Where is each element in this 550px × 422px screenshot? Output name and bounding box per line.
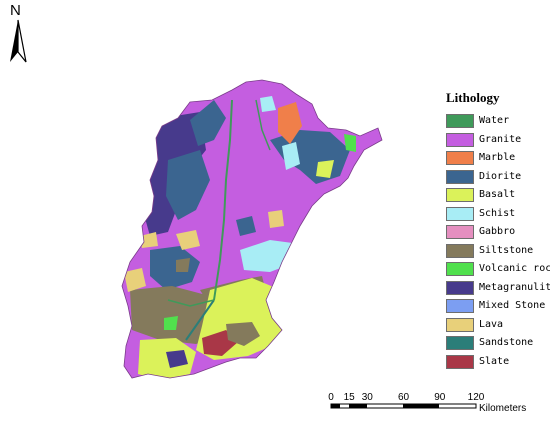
legend: Lithology Water Granite Marble Diorite Basal… xyxy=(446,90,550,373)
scale-tick: 30 xyxy=(361,392,373,403)
legend-swatch xyxy=(446,317,474,332)
legend-item: Gabbro xyxy=(446,225,550,244)
scale-tick: 0 xyxy=(328,392,334,403)
legend-label: Lava xyxy=(479,318,504,330)
legend-item: Basalt xyxy=(446,188,550,207)
legend-item: Granite xyxy=(446,132,550,152)
scale-bar xyxy=(330,403,477,409)
legend-swatch xyxy=(446,151,474,165)
legend-title: Lithology xyxy=(446,90,500,105)
legend-label: Slate xyxy=(479,355,510,367)
scale-labels: 0 15 30 60 90 120 Kilometers xyxy=(328,392,550,422)
legend-item: Volcanic rocks xyxy=(446,262,550,281)
lithology-patches xyxy=(122,80,382,378)
north-arrow-label: N xyxy=(10,2,21,19)
legend-swatch xyxy=(446,280,474,295)
scale-tick: 60 xyxy=(397,392,410,403)
legend-label: Metagranulite xyxy=(479,281,550,293)
legend-item: Sandstone xyxy=(446,336,550,355)
legend-label: Basalt xyxy=(479,189,516,200)
legend-item: Marble xyxy=(446,151,550,170)
legend-swatch xyxy=(446,299,474,313)
legend-item: Lava xyxy=(446,317,550,337)
legend-swatch xyxy=(446,132,474,147)
legend-item: Mixed Stone xyxy=(446,299,550,318)
north-arrow-icon xyxy=(10,19,27,63)
legend-swatch xyxy=(446,188,474,202)
legend-swatch xyxy=(446,354,474,369)
legend-label: Water xyxy=(479,115,510,126)
legend-swatch xyxy=(446,206,474,221)
legend-label: Mixed Stone xyxy=(479,300,546,311)
legend-item: Diorite xyxy=(446,169,550,189)
legend-label: Siltstone xyxy=(479,244,534,256)
legend-label: Schist xyxy=(479,207,516,219)
scale-tick: 15 xyxy=(343,392,355,403)
legend-label: Sandstone xyxy=(479,337,534,348)
scale-tick: 120 xyxy=(467,392,485,403)
legend-swatch xyxy=(446,114,474,128)
legend-swatch xyxy=(446,169,474,184)
scale-unit: Kilometers xyxy=(479,403,527,414)
legend-label: Gabbro xyxy=(479,226,516,237)
legend-item: Water xyxy=(446,114,550,133)
legend-item: Metagranulite xyxy=(446,280,550,300)
legend-swatch xyxy=(446,225,474,239)
legend-label: Volcanic rocks xyxy=(479,263,550,274)
legend-item: Schist xyxy=(446,206,550,226)
legend-label: Diorite xyxy=(479,170,522,182)
legend-item: Slate xyxy=(446,354,550,374)
legend-label: Granite xyxy=(479,133,522,145)
legend-swatch xyxy=(446,243,474,258)
legend-swatch xyxy=(446,262,474,276)
legend-item: Siltstone xyxy=(446,243,550,263)
legend-swatch xyxy=(446,336,474,350)
legend-label: Marble xyxy=(479,152,516,163)
scale-tick: 90 xyxy=(434,392,446,403)
